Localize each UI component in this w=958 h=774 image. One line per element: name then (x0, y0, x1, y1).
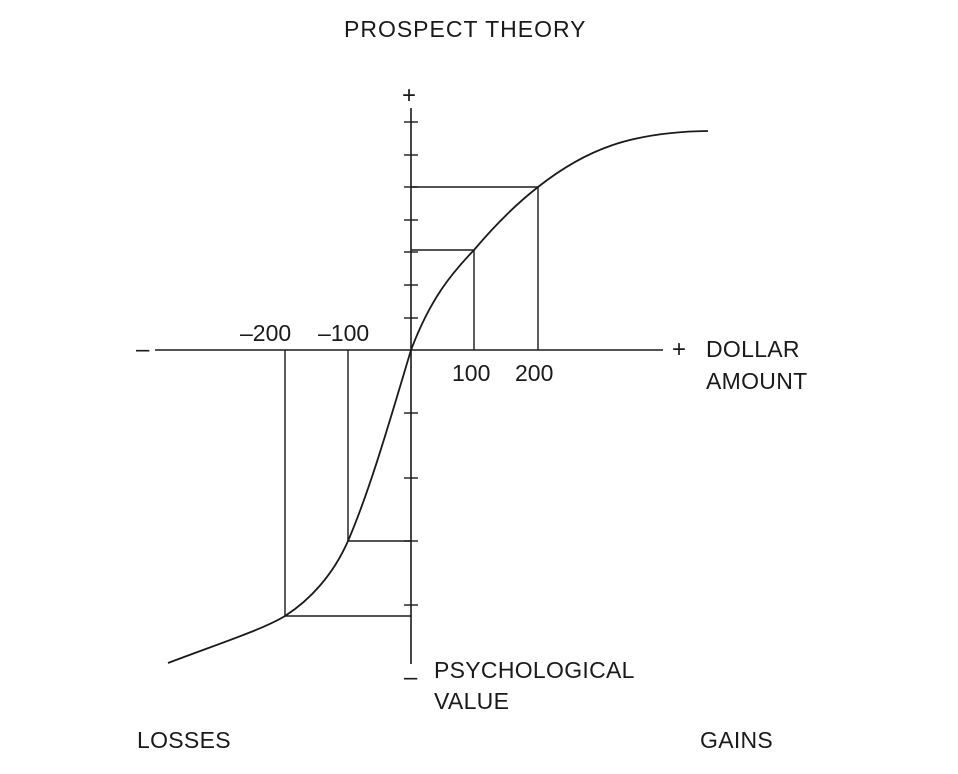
x-tick-label-100: 100 (452, 360, 491, 386)
x-axis-plus-sign: + (672, 336, 687, 363)
x-tick-label-200: 200 (515, 360, 554, 386)
y-axis-minus-sign: – (404, 664, 418, 691)
diagram-title: PROSPECT THEORY (344, 16, 587, 42)
y-axis-label-line1: PSYCHOLOGICAL (434, 657, 635, 683)
x-axis-minus-sign: – (136, 336, 150, 363)
x-axis-label-line2: AMOUNT (706, 368, 808, 394)
x-axis-label-line1: DOLLAR (706, 336, 800, 362)
y-axis-plus-sign: + (402, 82, 417, 109)
losses-label: LOSSES (137, 727, 231, 753)
y-axis-label-line2: VALUE (434, 688, 510, 714)
value-function-curve (167, 130, 709, 664)
x-tick-label-neg100: –100 (318, 320, 370, 346)
gains-label: GAINS (700, 727, 774, 753)
ref-gain-100 (411, 249, 475, 350)
x-tick-label-neg200: –200 (240, 320, 292, 346)
